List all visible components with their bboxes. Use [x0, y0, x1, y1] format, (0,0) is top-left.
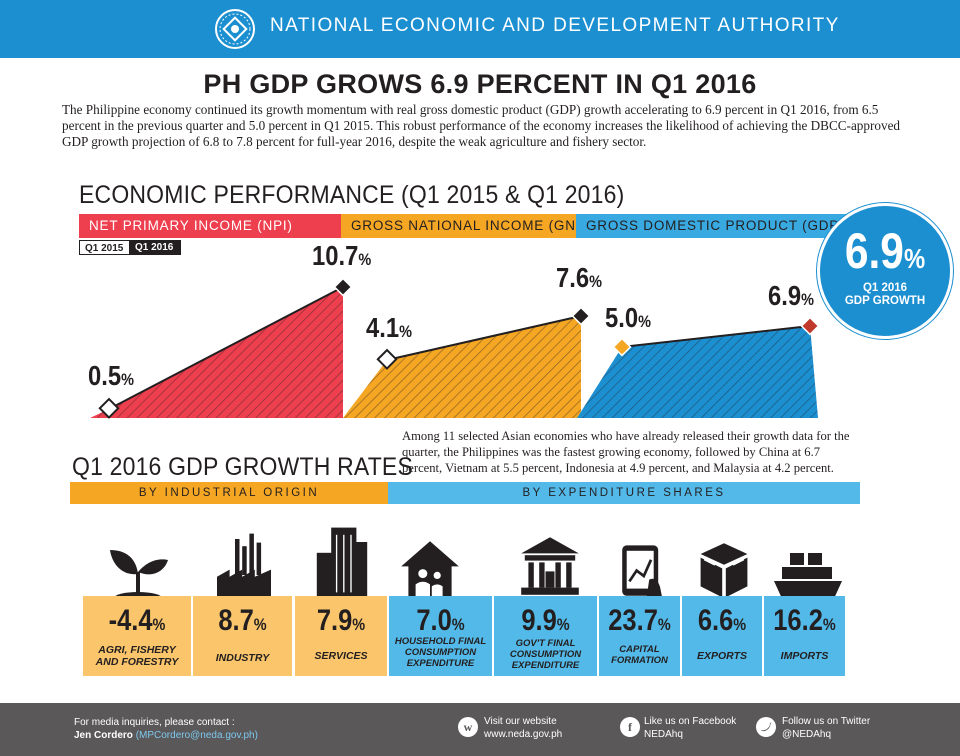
- npi-hatch: [90, 287, 343, 418]
- tile-exports-label: EXPORTS: [697, 650, 747, 662]
- tile-household: 7.0% HOUSEHOLD FINAL CONSUMPTION EXPENDITU…: [389, 596, 492, 676]
- footer-bar: For media inquiries, please contact : Je…: [0, 703, 960, 756]
- gdp-hatch: [577, 326, 818, 418]
- band-industrial-origin: BY INDUSTRIAL ORIGIN: [70, 482, 388, 504]
- gni-q1-2015-value: 4.1%: [366, 312, 412, 343]
- facebook-link[interactable]: NEDAhq: [644, 729, 683, 740]
- performance-title: ECONOMIC PERFORMANCE (Q1 2015 & Q1 2016): [79, 181, 625, 209]
- tile-agri: -4.4% AGRI, FISHERY AND FORESTRY: [83, 596, 191, 676]
- npi-q1-2016-value: 10.7%: [312, 240, 372, 271]
- neda-seal-icon: [215, 9, 255, 49]
- npi-q1-2015-value: 0.5%: [88, 360, 134, 391]
- band-npi: NET PRIMARY INCOME (NPI): [79, 214, 341, 238]
- asia-comparison-text: Among 11 selected Asian economies who ha…: [402, 429, 850, 475]
- intro-paragraph: The Philippine economy continued its gro…: [62, 102, 901, 149]
- tile-government-label: GOV'T FINAL CONSUMPTION EXPENDITURE: [509, 638, 582, 671]
- tile-agri-label: AGRI, FISHERY AND FORESTRY: [95, 644, 179, 668]
- band-expenditure-shares: BY EXPENDITURE SHARES: [388, 482, 860, 504]
- performance-chart: [90, 277, 820, 419]
- legend-q1-2015: Q1 2015: [79, 240, 130, 255]
- tile-imports: 16.2% IMPORTS: [764, 596, 845, 676]
- growth-title: Q1 2016 GDP GROWTH RATES: [72, 453, 413, 481]
- factory-icon: [217, 533, 271, 601]
- band-gdp: GROSS DOMESTIC PRODUCT (GDP): [576, 214, 858, 238]
- npi-q1-2015-marker: [98, 397, 120, 419]
- tile-services-label: SERVICES: [314, 650, 368, 662]
- twitter-link[interactable]: @NEDAhq: [782, 729, 832, 740]
- media-label: For media inquiries, please contact :: [74, 717, 235, 728]
- gni-line: [386, 315, 582, 361]
- office-building-icon: [316, 527, 368, 596]
- page-title: PH GDP GROWS 6.9 PERCENT IN Q1 2016: [203, 69, 757, 99]
- tile-imports-value: 16.2%: [773, 604, 836, 637]
- gdp-growth-badge: 6.9% Q1 2016 GDP GROWTH: [817, 203, 953, 339]
- tile-industry: 8.7% INDUSTRY: [193, 596, 292, 676]
- gdp-q1-2015-value: 5.0%: [605, 302, 651, 333]
- family-house-icon: [401, 541, 459, 599]
- tile-services: 7.9% SERVICES: [295, 596, 387, 676]
- cargo-box-icon: [700, 543, 748, 598]
- npi-line: [108, 286, 344, 410]
- gdp-q1-2016-value: 6.9%: [768, 280, 814, 311]
- website-icon: w: [458, 717, 478, 737]
- tile-exports-value: 6.6%: [697, 604, 747, 637]
- tile-agri-value: -4.4%: [108, 604, 166, 637]
- twitter-label: Follow us on Twitter: [782, 716, 871, 727]
- tile-government: 9.9% GOV'T FINAL CONSUMPTION EXPENDITURE: [494, 596, 597, 676]
- tile-household-value: 7.0%: [416, 604, 465, 637]
- band-gni: GROSS NATIONAL INCOME (GNI): [341, 214, 585, 238]
- tile-household-label: HOUSEHOLD FINAL CONSUMPTION EXPENDITURE: [394, 636, 487, 669]
- tile-services-value: 7.9%: [316, 604, 366, 637]
- tile-government-value: 9.9%: [521, 604, 570, 637]
- tablet-chart-icon: [622, 545, 664, 605]
- badge-caption: Q1 2016 GDP GROWTH: [844, 282, 926, 307]
- facebook-icon: f: [620, 717, 640, 737]
- tile-industry-label: INDUSTRY: [215, 652, 270, 664]
- twitter-icon: [756, 717, 776, 737]
- npi-q1-2016-marker: [333, 277, 353, 297]
- tile-imports-label: IMPORTS: [780, 650, 829, 662]
- facebook-label: Like us on Facebook: [644, 716, 737, 727]
- gdp-line: [621, 325, 811, 348]
- gdp-q1-2016-marker: [800, 316, 820, 336]
- tile-exports: 6.6% EXPORTS: [682, 596, 762, 676]
- gni-q1-2015-marker: [376, 348, 398, 370]
- org-name: NATIONAL ECONOMIC AND DEVELOPMENT AUTHOR…: [270, 15, 840, 36]
- tile-capital-value: 23.7%: [608, 604, 671, 637]
- website-label: Visit our website: [484, 716, 557, 727]
- badge-value: 6.9%: [844, 223, 926, 279]
- gni-hatch: [343, 316, 581, 418]
- tile-capital: 23.7% CAPITAL FORMATION: [599, 596, 680, 676]
- website-link[interactable]: www.neda.gov.ph: [484, 729, 563, 740]
- header-bar: [0, 0, 960, 58]
- contact-email-link[interactable]: (MPCordero@neda.gov.ph): [135, 730, 258, 741]
- government-building-icon: [521, 537, 579, 595]
- gdp-q1-2015-marker: [612, 337, 632, 357]
- tile-industry-value: 8.7%: [218, 604, 267, 637]
- gni-q1-2016-marker: [571, 306, 591, 326]
- tile-capital-label: CAPITAL FORMATION: [611, 644, 668, 666]
- gni-q1-2016-value: 7.6%: [556, 262, 602, 293]
- media-contact: Jen Cordero (MPCordero@neda.gov.ph): [74, 730, 258, 741]
- legend-q1-2016: Q1 2016: [130, 240, 181, 255]
